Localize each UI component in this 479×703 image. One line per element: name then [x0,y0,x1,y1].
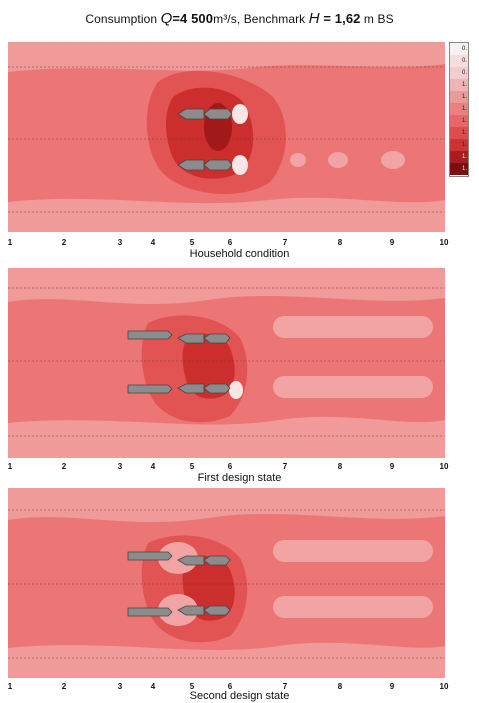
caption-second-design: Second design state [189,690,290,702]
tick-label: 8 [337,238,343,247]
tick-label: 10 [439,682,449,691]
caption-first-design: First design state [197,472,282,484]
tick-label: 9 [389,238,395,247]
light-zone [8,268,445,304]
tick-label: 4 [150,238,156,247]
light-band [273,540,433,562]
title-prefix: Consumption [85,12,158,26]
tick-label: 7 [282,238,288,247]
tick-label: 6 [227,682,233,691]
dark-zone [182,333,235,399]
light-band [273,596,433,618]
tick-label: 10 [439,238,449,247]
vessel [203,108,233,120]
legend-entry: 1. [450,115,468,127]
contour-panel-second-design [8,488,445,678]
tick-label: 2 [61,238,67,247]
tick-label: 5 [189,462,195,471]
vessel [127,607,173,617]
x-axis-ticks: 1 2 3 4 5 6 7 8 9 10 [0,682,460,696]
tick-label: 4 [150,682,156,691]
tick-label: 9 [389,682,395,691]
caption-household: Household condition [189,248,290,260]
legend-entry: 1. [450,103,468,115]
light-spot [381,151,405,169]
light-zone [8,42,445,72]
contour-map-household [8,42,445,232]
legend-entry: 0. [450,67,468,79]
vessel [203,383,231,394]
tick-label: 2 [61,462,67,471]
legend-entry: 1. [450,151,468,163]
vessel [203,555,231,566]
legend-entry: 1. [450,91,468,103]
legend-entry: 1. [450,127,468,139]
light-zone [8,416,445,458]
vessel [127,551,173,561]
vessel [203,605,231,616]
legend-entry: 1. [450,79,468,91]
legend-entry: 1. [450,163,468,175]
figure-title: Consumption Q=4 500m³/s, Benchmark H = 1… [0,10,479,27]
tick-label: 7 [282,462,288,471]
tick-label: 5 [189,238,195,247]
light-spot [290,153,306,167]
light-spot [328,152,348,168]
contour-map-first-design [8,268,445,458]
white-spot [232,104,248,124]
vessel [127,384,173,394]
light-zone [8,642,445,678]
vessel-group [127,551,231,617]
white-spot [232,155,248,175]
tick-label: 4 [150,462,156,471]
tick-label: 3 [117,238,123,247]
title-h-symbol: H [308,10,320,27]
title-h-unit: m BS [360,12,394,26]
light-zone [8,197,445,232]
x-axis-ticks: 1 2 3 4 5 6 7 8 9 10 [0,462,460,476]
tick-label: 8 [337,462,343,471]
tick-label: 1 [7,462,13,471]
tick-label: 8 [337,682,343,691]
tick-label: 3 [117,462,123,471]
tick-label: 5 [189,682,195,691]
tick-label: 9 [389,462,395,471]
title-q-unit: m³/s [213,12,237,26]
contour-panel-first-design [8,268,445,458]
white-spot [229,381,243,399]
tick-label: 6 [227,238,233,247]
light-band [273,376,433,398]
contour-map-second-design [8,488,445,678]
title-q-symbol: Q [160,10,173,27]
vessel [203,159,233,171]
tick-label: 3 [117,682,123,691]
title-h-value: = 1,62 [319,11,361,26]
tick-label: 10 [439,462,449,471]
contour-panel-household [8,42,445,232]
light-spot [158,542,198,574]
vessel [203,333,231,344]
tick-label: 1 [7,682,13,691]
tick-label: 7 [282,682,288,691]
vessel-group [127,330,231,394]
title-q-value: =4 500 [172,11,214,26]
legend-entry: 0. [450,55,468,67]
light-band [273,316,433,338]
vessel [127,330,173,340]
light-zone [8,488,445,522]
vessel-group [177,108,233,171]
title-benchmark-label: , Benchmark [236,12,306,26]
tick-label: 2 [61,682,67,691]
tick-label: 6 [227,462,233,471]
legend-entry: 1. [450,139,468,151]
tick-label: 1 [7,238,13,247]
x-axis-ticks: 1 2 3 4 5 6 7 8 9 10 [0,238,460,252]
legend-entry: 0. [450,43,468,55]
color-legend: 0. 0. 0. 1. 1. 1. 1. 1. 1. 1. 1. [449,42,469,177]
